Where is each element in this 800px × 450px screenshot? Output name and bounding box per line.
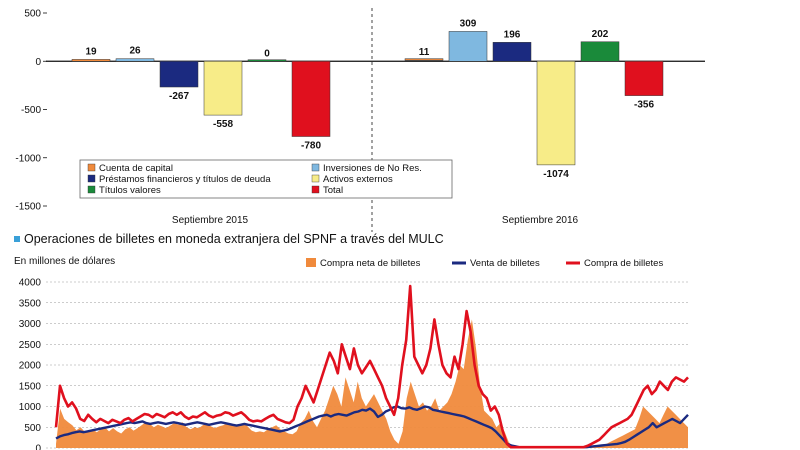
legend-label: Inversiones de No Res. bbox=[323, 163, 422, 174]
line-y-tick-label: 1500 bbox=[19, 381, 42, 392]
legend-swatch bbox=[87, 174, 96, 183]
line-y-tick-label: 2000 bbox=[19, 361, 42, 372]
group-label-2015: Septiembre 2015 bbox=[172, 215, 249, 226]
bar-value-label: -1074 bbox=[543, 169, 569, 180]
legend-label: Compra neta de billetes bbox=[320, 258, 421, 269]
bar bbox=[492, 42, 532, 62]
line-series bbox=[54, 284, 689, 449]
bar bbox=[159, 61, 199, 88]
bar-value-label: 0 bbox=[264, 48, 270, 59]
line-y-tick-label: 1000 bbox=[19, 402, 42, 413]
bar-chart-legend: Cuenta de capital Inversiones de No Res. P… bbox=[79, 159, 453, 199]
line-y-tick-label: 4000 bbox=[19, 278, 42, 289]
bar bbox=[115, 58, 155, 62]
legend-label: Cuenta de capital bbox=[99, 163, 173, 174]
bar bbox=[247, 59, 287, 62]
bar-y-tick-label: -1000 bbox=[15, 153, 41, 164]
line-y-tick-label: 3500 bbox=[19, 298, 42, 309]
bar bbox=[624, 61, 664, 96]
bar-chart-y-axis: 500 0 -500 -1000 -1500 bbox=[15, 9, 47, 213]
bar-value-label: 11 bbox=[419, 47, 430, 58]
legend-label: Títulos valores bbox=[99, 185, 161, 196]
legend-swatch bbox=[311, 163, 320, 172]
legend-label: Préstamos financieros y títulos de deuda bbox=[99, 174, 271, 185]
bar-value-label: 19 bbox=[85, 46, 97, 57]
bar-value-label: 196 bbox=[504, 29, 521, 40]
line-marks bbox=[54, 284, 689, 449]
bar bbox=[404, 58, 444, 61]
legend-swatch bbox=[311, 174, 320, 183]
bar-value-label: 202 bbox=[592, 29, 609, 40]
bar-y-tick-label: -500 bbox=[21, 105, 41, 116]
legend-box bbox=[79, 159, 453, 199]
bar bbox=[291, 61, 331, 137]
legend-swatch bbox=[87, 185, 96, 194]
bar-value-label: 309 bbox=[460, 18, 477, 29]
line-chart-panel: Operaciones de billetes en moneda extran… bbox=[14, 232, 690, 450]
legend-swatch bbox=[306, 258, 316, 267]
legend-swatch bbox=[87, 163, 96, 172]
legend-swatch bbox=[311, 185, 320, 194]
bar-chart-panel: 500 0 -500 -1000 -1500 19 26 -267 -558 0 -780 11 30… bbox=[15, 8, 705, 232]
bar bbox=[536, 61, 576, 166]
legend-label: Total bbox=[323, 185, 343, 196]
bar-value-label: -267 bbox=[169, 91, 189, 102]
unit-label: En millones de dólares bbox=[14, 256, 115, 267]
bar-y-tick-label: -1500 bbox=[15, 202, 41, 213]
bar-value-label: 26 bbox=[129, 46, 141, 57]
legend-label: Compra de billetes bbox=[584, 258, 663, 269]
line-y-tick-label: 0 bbox=[35, 444, 41, 450]
bar-value-label: -356 bbox=[634, 100, 654, 111]
bar bbox=[448, 31, 488, 62]
bar-y-tick-label: 0 bbox=[35, 57, 41, 68]
title-bullet bbox=[14, 236, 20, 242]
legend-label: Venta de billetes bbox=[470, 258, 540, 269]
bar bbox=[580, 41, 620, 62]
group-label-2016: Septiembre 2016 bbox=[502, 215, 579, 226]
bar-group-labels: Septiembre 2015 Septiembre 2016 bbox=[172, 215, 579, 226]
area-series bbox=[56, 319, 688, 448]
legend-label: Activos externos bbox=[323, 174, 393, 185]
bar-value-label: -558 bbox=[213, 119, 233, 130]
bar bbox=[203, 61, 243, 116]
bar-marks: 19 26 -267 -558 0 -780 11 309 196 -1074 202 -356 bbox=[71, 18, 664, 180]
line-y-tick-label: 2500 bbox=[19, 340, 42, 351]
line-chart-legend: Compra neta de billetes Venta de billetes… bbox=[306, 258, 663, 269]
line-y-tick-label: 3000 bbox=[19, 319, 42, 330]
bar-y-tick-label: 500 bbox=[24, 9, 41, 20]
chart-title: Operaciones de billetes en moneda extran… bbox=[24, 232, 444, 246]
bar-value-label: -780 bbox=[301, 141, 321, 152]
line-y-tick-label: 500 bbox=[24, 423, 41, 434]
bar bbox=[71, 59, 111, 62]
